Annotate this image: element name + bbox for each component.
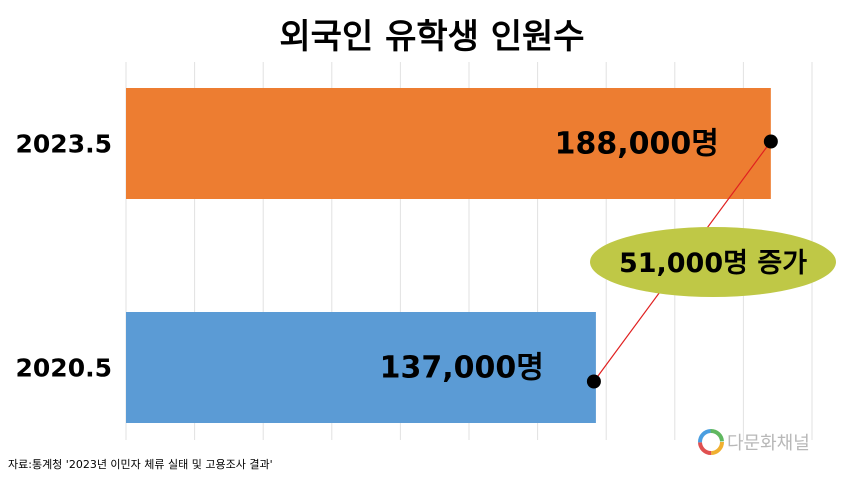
callout-ellipse	[590, 227, 836, 297]
category-label: 2020.5	[16, 354, 112, 383]
endpoint-dot	[586, 374, 601, 389]
source-note: 자료:통계청 '2023년 이민자 체류 실태 및 고용조사 결과'	[8, 458, 273, 471]
data-label: 137,000명	[380, 351, 544, 386]
annotation: 51,000명 증가	[586, 134, 836, 389]
bar-2020.5	[126, 312, 596, 423]
brand-icon	[698, 429, 724, 455]
brand-name: 다문화채널	[727, 433, 810, 454]
callout-text: 51,000명 증가	[619, 248, 807, 279]
data-labels: 188,000명 137,000명	[380, 127, 719, 386]
brand-logo: 다문화채널	[698, 429, 810, 455]
category-label: 2023.5	[16, 130, 112, 159]
bar-2023.5	[126, 88, 771, 199]
chart-title: 외국인 유학생 인원수	[279, 17, 584, 57]
endpoint-dot	[763, 134, 778, 149]
category-labels: 2023.5 2020.5	[16, 130, 112, 383]
bars	[126, 88, 771, 423]
data-label: 188,000명	[555, 127, 719, 162]
